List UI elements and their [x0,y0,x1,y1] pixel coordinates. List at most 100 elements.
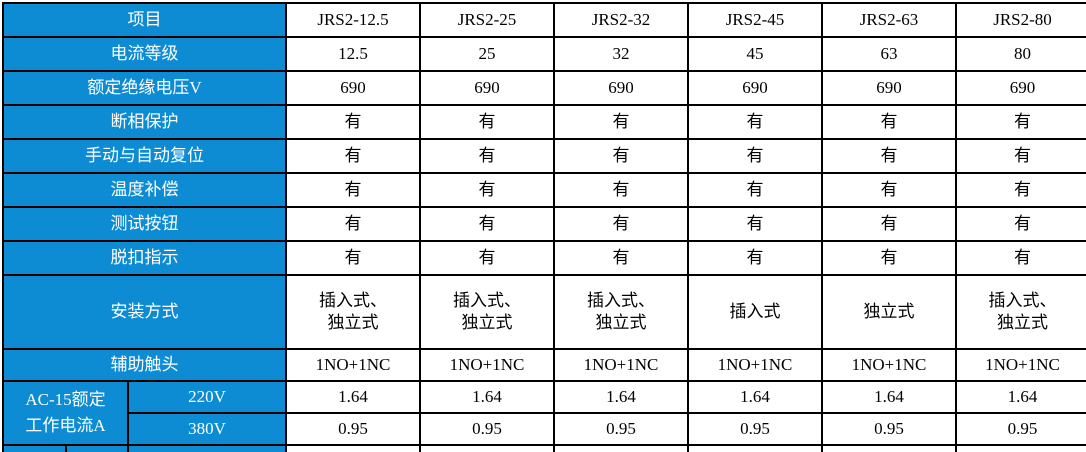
cut-row [2,444,1086,452]
row-label: 断相保护 [2,104,287,140]
cell-value: 有 [955,240,1086,276]
cell-value: 有 [955,138,1086,174]
cell-value: 1.64 [419,380,555,414]
cell-value: 有 [553,104,689,140]
cell-value: 有 [419,104,555,140]
cut-row-cell [285,444,421,452]
cell-value: 有 [419,138,555,174]
cell-value: 有 [821,172,957,208]
cell-value: 有 [419,172,555,208]
cell-value: 有 [553,240,689,276]
table-row: 安装方式 插入式、 独立式 插入式、 独立式 插入式、 独立式 插入式 独立式 … [2,274,1086,350]
cell-value: 1.64 [553,380,689,414]
row-label: 温度补偿 [2,172,287,208]
cell-value: 690 [553,70,689,106]
cell-value: 有 [687,172,823,208]
table-row: 手动与自动复位 有 有 有 有 有 有 [2,138,1086,174]
table-row: 辅助触头 1NO+1NC 1NO+1NC 1NO+1NC 1NO+1NC 1NO… [2,348,1086,382]
cell-value: 0.95 [419,412,555,446]
cell-value: 插入式、 独立式 [419,274,555,350]
cell-value: 0.95 [553,412,689,446]
cut-row-cell [2,444,67,452]
table-row: 额定绝缘电压V 690 690 690 690 690 690 [2,70,1086,106]
cell-value: 有 [821,104,957,140]
cell-value: 690 [419,70,555,106]
cell-value: 0.95 [285,412,421,446]
ac15-group-label-line2: 工作电流A [25,416,106,435]
cell-value: 1.64 [821,380,957,414]
cell-value: 有 [687,206,823,242]
cell-value: 有 [955,104,1086,140]
cell-value: 690 [687,70,823,106]
cut-row-cell [553,444,689,452]
cell-value: 12.5 [285,36,421,72]
cell-value: 插入式 [687,274,823,350]
corner-header: 项目 [2,2,287,38]
cell-value: 有 [687,138,823,174]
voltage-label: 220V [127,380,287,414]
cell-value: 有 [821,240,957,276]
cell-value: 有 [687,104,823,140]
table-row: 测试按钮 有 有 有 有 有 有 [2,206,1086,242]
table-row: 温度补偿 有 有 有 有 有 有 [2,172,1086,208]
row-label: 额定绝缘电压V [2,70,287,106]
cell-value: 1NO+1NC [285,348,421,382]
cell-value: 有 [419,240,555,276]
cut-row-cell [65,444,129,452]
cell-value: 有 [553,206,689,242]
cell-value: 0.95 [821,412,957,446]
model-header: JRS2-32 [553,2,689,38]
cell-value: 独立式 [821,274,957,350]
cell-value: 1NO+1NC [955,348,1086,382]
cell-value: 有 [285,240,421,276]
cell-value: 1.64 [285,380,421,414]
cell-value: 0.95 [955,412,1086,446]
cell-value: 32 [553,36,689,72]
cell-value: 有 [821,206,957,242]
cell-value: 有 [821,138,957,174]
cell-value: 有 [553,172,689,208]
row-label: 安装方式 [2,274,287,350]
cell-value: 1NO+1NC [687,348,823,382]
row-label: 测试按钮 [2,206,287,242]
table-row: 380V 0.95 0.95 0.95 0.95 0.95 0.95 [3,412,1086,446]
cell-value: 0.95 [687,412,823,446]
cell-value: 有 [285,206,421,242]
row-label: 辅助触头 [2,348,287,382]
cell-value: 1.64 [955,380,1086,414]
cell-value: 45 [687,36,823,72]
cell-value: 插入式、 独立式 [285,274,421,350]
header-row: 项目 JRS2-12.5 JRS2-25 JRS2-32 JRS2-45 JRS… [2,2,1086,38]
voltage-label: 380V [127,412,287,446]
table-row: 电流等级 12.5 25 32 45 63 80 [2,36,1086,72]
model-header: JRS2-25 [419,2,555,38]
cell-value: 插入式、 独立式 [553,274,689,350]
cut-row-cell [687,444,823,452]
cell-value: 有 [553,138,689,174]
cell-value: 有 [419,206,555,242]
cell-value: 有 [285,138,421,174]
model-header: JRS2-80 [955,2,1086,38]
cell-value: 1NO+1NC [553,348,689,382]
table-row: 断相保护 有 有 有 有 有 有 [2,104,1086,140]
cell-value: 1.64 [687,380,823,414]
row-label: 手动与自动复位 [2,138,287,174]
cell-value: 有 [955,172,1086,208]
cut-row-cell [419,444,555,452]
ac15-group-label-line1: AC-15额定 [25,389,106,409]
cell-value: 690 [955,70,1086,106]
row-label: 电流等级 [2,36,287,72]
cell-value: 63 [821,36,957,72]
cut-row-cell [821,444,957,452]
model-header: JRS2-12.5 [285,2,421,38]
cell-value: 690 [821,70,957,106]
cell-value: 有 [955,206,1086,242]
model-header: JRS2-45 [687,2,823,38]
row-label: 脱扣指示 [2,240,287,276]
cell-value: 有 [687,240,823,276]
cell-value: 插入式、 独立式 [955,274,1086,350]
cell-value: 25 [419,36,555,72]
cell-value: 1NO+1NC [419,348,555,382]
cell-value: 有 [285,104,421,140]
